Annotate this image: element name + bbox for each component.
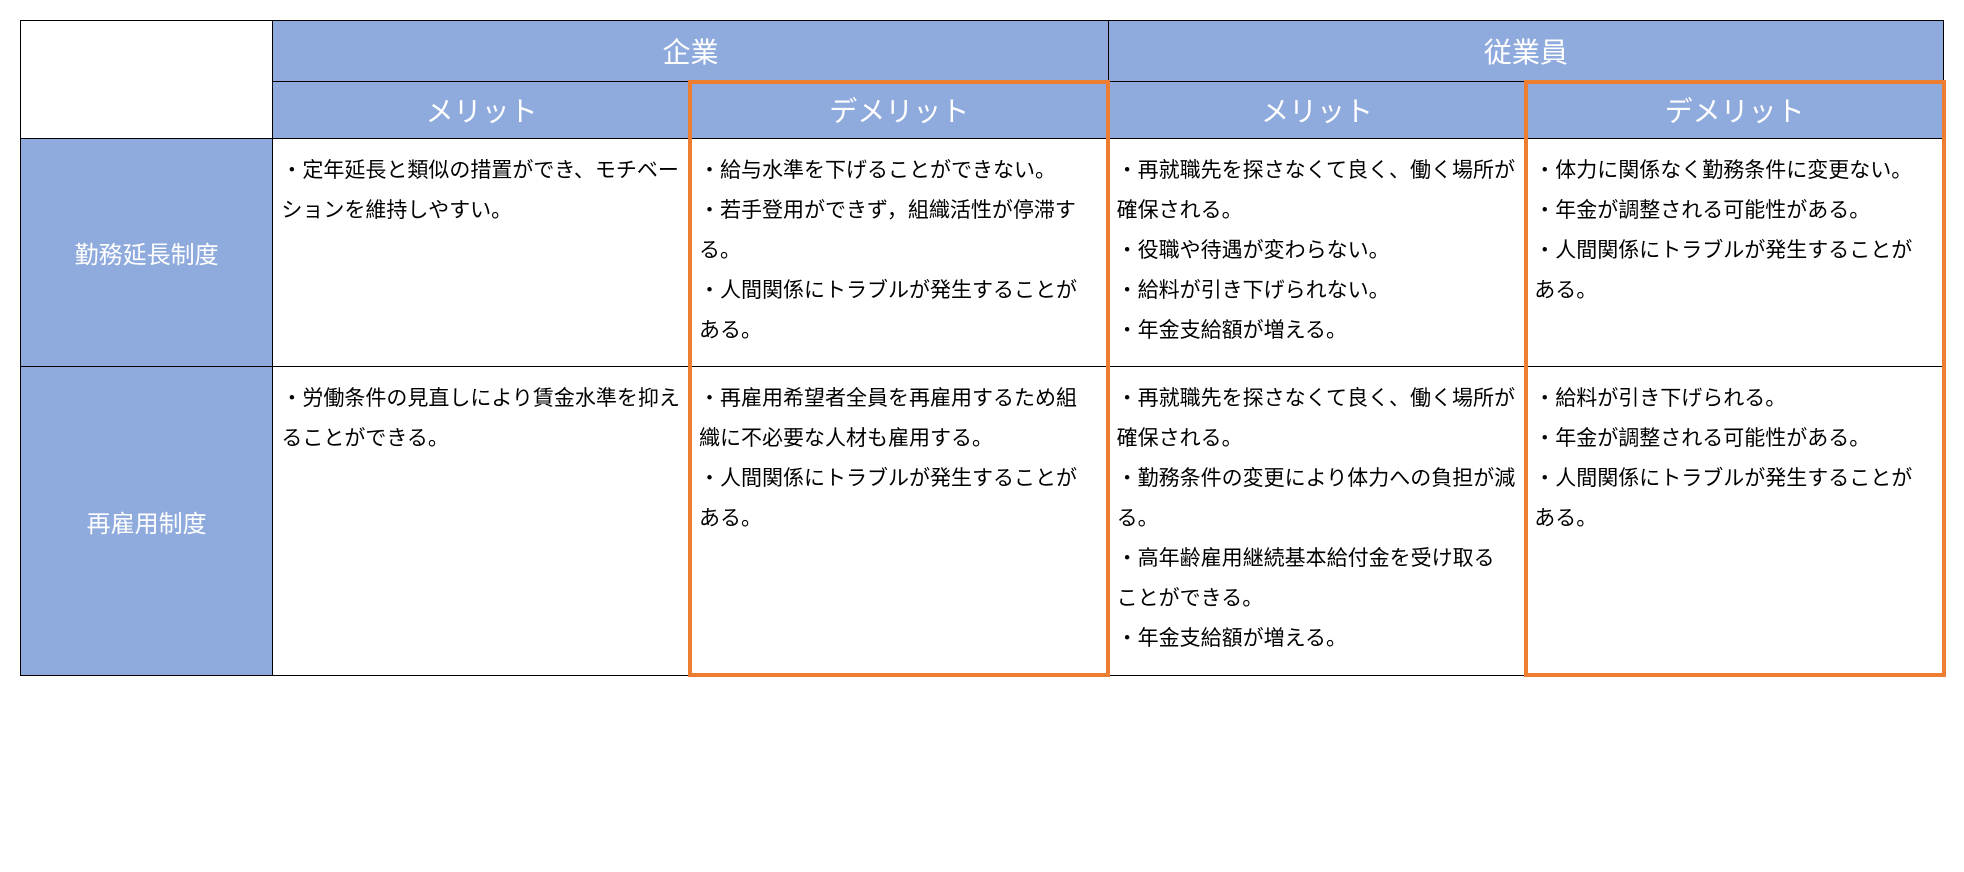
comparison-table-wrap: 企業 従業員 メリット デメリット メリット デメリット 勤務延長制度 ・定年延… [20,20,1944,676]
cell-reemployment-employee-merit: ・再就職先を探さなくて良く、働く場所が確保される。・勤務条件の変更により体力への… [1108,367,1526,675]
sub-header-row: メリット デメリット メリット デメリット [21,82,1944,139]
table-row: 再雇用制度 ・労働条件の見直しにより賃金水準を抑えることができる。 ・再雇用希望… [21,367,1944,675]
corner-cell [21,21,273,139]
table-row: 勤務延長制度 ・定年延長と類似の措置ができ、モチベーションを維持しやすい。 ・給… [21,139,1944,367]
group-header-company: 企業 [273,21,1108,82]
cell-extension-company-merit: ・定年延長と類似の措置ができ、モチベーションを維持しやすい。 [273,139,691,367]
table-body: 勤務延長制度 ・定年延長と類似の措置ができ、モチベーションを維持しやすい。 ・給… [21,139,1944,676]
sub-header-merit-employee: メリット [1108,82,1526,139]
group-header-employee: 従業員 [1108,21,1943,82]
cell-extension-employee-merit: ・再就職先を探さなくて良く、働く場所が確保される。・役職や待遇が変わらない。・給… [1108,139,1526,367]
cell-reemployment-company-merit: ・労働条件の見直しにより賃金水準を抑えることができる。 [273,367,691,675]
comparison-table: 企業 従業員 メリット デメリット メリット デメリット 勤務延長制度 ・定年延… [20,20,1944,676]
cell-extension-employee-demerit: ・体力に関係なく勤務条件に変更ない。・年金が調整される可能性がある。・人間関係に… [1526,139,1944,367]
sub-header-demerit-company: デメリット [690,82,1108,139]
row-header-reemployment: 再雇用制度 [21,367,273,675]
sub-header-merit-company: メリット [273,82,691,139]
group-header-row: 企業 従業員 [21,21,1944,82]
sub-header-demerit-employee: デメリット [1526,82,1944,139]
cell-extension-company-demerit: ・給与水準を下げることができない。・若手登用ができず，組織活性が停滞する。・人間… [690,139,1108,367]
row-header-extension: 勤務延長制度 [21,139,273,367]
cell-reemployment-employee-demerit: ・給料が引き下げられる。・年金が調整される可能性がある。・人間関係にトラブルが発… [1526,367,1944,675]
cell-reemployment-company-demerit: ・再雇用希望者全員を再雇用するため組織に不必要な人材も雇用する。・人間関係にトラ… [690,367,1108,675]
